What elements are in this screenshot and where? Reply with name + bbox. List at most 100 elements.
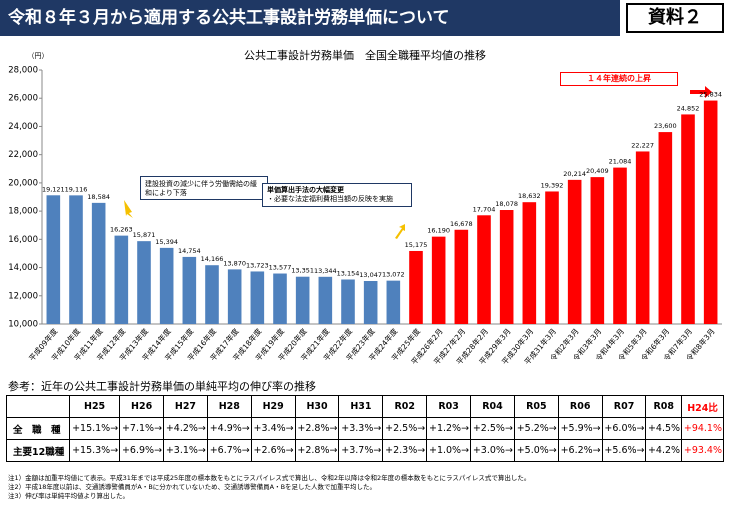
column-header: R06 xyxy=(557,395,603,418)
cell: +5.2%→ xyxy=(513,417,559,440)
y-tick-label: 16,000 xyxy=(8,235,38,245)
cell: +93.4% xyxy=(681,439,724,462)
value-label: 18,632 xyxy=(518,192,541,200)
value-label: 16,263 xyxy=(110,226,133,234)
value-label: 20,214 xyxy=(563,170,586,178)
bar xyxy=(567,179,582,324)
cell: +15.1%→ xyxy=(68,417,121,440)
value-label: 23,600 xyxy=(654,122,677,130)
table-title: 参考：近年の公共工事設計労務単価の単純平均の伸び率の推移 xyxy=(8,380,316,393)
value-label: 20,409 xyxy=(586,167,609,175)
chart-title: 公共工事設計労務単価 全国全職種平均値の推移 xyxy=(244,48,486,62)
value-label: 19,116 xyxy=(65,185,88,193)
value-label: 13,344 xyxy=(314,267,337,275)
cell: +3.0%→ xyxy=(470,439,515,462)
value-label: 13,351 xyxy=(291,267,314,275)
note: 注1）金額は加重平均値にて表示。平成31年までは平成25年度の標本数をもとにラス… xyxy=(8,474,531,482)
y-unit: （円） xyxy=(28,52,49,60)
cell: +5.0%→ xyxy=(513,439,559,462)
annotation: １４年連続の上昇 xyxy=(560,72,678,86)
bar xyxy=(318,276,333,324)
value-label: 22,227 xyxy=(631,141,654,149)
arrows xyxy=(124,86,712,239)
cell: +3.3%→ xyxy=(338,417,384,440)
bar xyxy=(545,191,559,324)
bar xyxy=(522,202,537,324)
chart: 公共工事設計労務単価 全国全職種平均値の推移 （円） 10,000 12,000 1… xyxy=(8,48,722,367)
cell: +1.0%→ xyxy=(426,439,472,462)
bar xyxy=(137,241,151,324)
y-tick-label: 28,000 xyxy=(8,66,38,76)
column-header: R05 xyxy=(513,395,559,418)
bar xyxy=(386,280,401,324)
value-label: 14,166 xyxy=(201,255,224,263)
cell: +2.6%→ xyxy=(250,439,296,462)
annotation: ・必要な法定福利費相当額の反映を実施 xyxy=(267,195,393,203)
bar xyxy=(46,195,61,324)
cell: +6.7%→ xyxy=(206,439,252,462)
value-label: 13,072 xyxy=(382,271,405,279)
bar xyxy=(227,269,242,324)
cell: +3.1%→ xyxy=(163,439,208,462)
cell: +4.2% xyxy=(645,439,683,462)
column-header: H27 xyxy=(163,395,208,418)
bar xyxy=(69,195,83,324)
column-header: H25 xyxy=(68,395,121,418)
value-label: 24,852 xyxy=(677,104,700,112)
value-label: 25,834 xyxy=(699,91,722,99)
bar xyxy=(431,236,446,324)
value-label: 13,154 xyxy=(337,269,360,277)
cell: +4.2%→ xyxy=(163,417,208,440)
column-header: H30 xyxy=(294,395,340,418)
y-tick-label: 18,000 xyxy=(8,207,38,217)
value-label: 15,394 xyxy=(155,238,178,246)
annotation: 単価算出手法の大幅変更 xyxy=(267,186,344,194)
header-title: 令和８年３月から適用する公共工事設計労務単価について xyxy=(0,0,620,36)
column-header: R04 xyxy=(470,395,515,418)
value-label: 13,723 xyxy=(246,261,269,269)
bar xyxy=(205,265,219,324)
value-label: 17,704 xyxy=(473,205,496,213)
column-header: H26 xyxy=(119,395,165,418)
value-label: 16,190 xyxy=(427,227,450,235)
arrow xyxy=(395,224,405,239)
annotation-box: 単価算出手法の大幅変更 ・必要な法定福利費相当額の反映を実施 xyxy=(262,183,412,207)
value-label: 21,084 xyxy=(609,158,632,166)
y-tick-label: 14,000 xyxy=(8,263,38,273)
bar xyxy=(114,235,129,324)
row-label: 主要12職種 xyxy=(6,439,70,462)
value-label: 18,078 xyxy=(495,200,518,208)
bar xyxy=(91,202,106,324)
value-label: 13,870 xyxy=(223,259,246,267)
column-header: R02 xyxy=(382,395,428,418)
column-header: R07 xyxy=(601,395,647,418)
bar xyxy=(499,210,514,324)
cell: +94.1% xyxy=(681,417,724,440)
cell: +2.5%→ xyxy=(470,417,515,440)
header-row: H25 H26 H27 H28 H29 H30 H31 R02 R03 R04 R05 R06 R07 R… xyxy=(6,395,724,418)
column-header: H29 xyxy=(250,395,296,418)
bar xyxy=(159,247,174,324)
arrow xyxy=(690,86,712,98)
y-tick-label: 24,000 xyxy=(8,122,38,132)
bar xyxy=(363,281,378,324)
value-label: 15,871 xyxy=(133,231,156,239)
y-tick-label: 22,000 xyxy=(8,150,38,160)
value-label: 19,392 xyxy=(541,181,564,189)
column-header: H31 xyxy=(338,395,384,418)
cell: +6.9%→ xyxy=(119,439,165,462)
cell: +15.3%→ xyxy=(68,439,121,462)
corner-cell xyxy=(6,395,70,418)
bar xyxy=(613,167,627,324)
bar xyxy=(454,229,469,324)
bar xyxy=(182,256,197,324)
note: 注3）伸び率は単純平均値より算出した。 xyxy=(8,492,130,500)
cell: +3.4%→ xyxy=(250,417,296,440)
column-header: H24比 xyxy=(681,395,724,418)
cell: +3.7%→ xyxy=(338,439,384,462)
column-header: H28 xyxy=(206,395,252,418)
cell: +2.3%→ xyxy=(382,439,428,462)
bar xyxy=(273,273,287,324)
value-label: 14,754 xyxy=(178,247,201,255)
